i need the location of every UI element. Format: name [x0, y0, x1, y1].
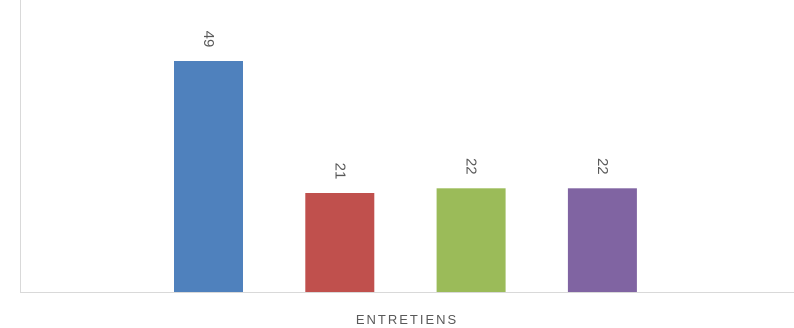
- chart-left-border: [20, 0, 21, 292]
- bar-3-value-label: 22: [463, 158, 480, 175]
- bar-2: [305, 193, 375, 292]
- bar-2-value-label: 21: [331, 163, 348, 180]
- x-category-label: ENTRETIENS: [355, 312, 459, 327]
- bar-1: [174, 61, 243, 292]
- data-labels-group: 49 21 22 22: [200, 31, 611, 180]
- bar-4: [567, 188, 637, 292]
- bars-group: [174, 61, 637, 292]
- bar-3: [436, 188, 506, 292]
- bar-1-value-label: 49: [200, 31, 217, 48]
- bar-4-value-label: 22: [594, 158, 611, 175]
